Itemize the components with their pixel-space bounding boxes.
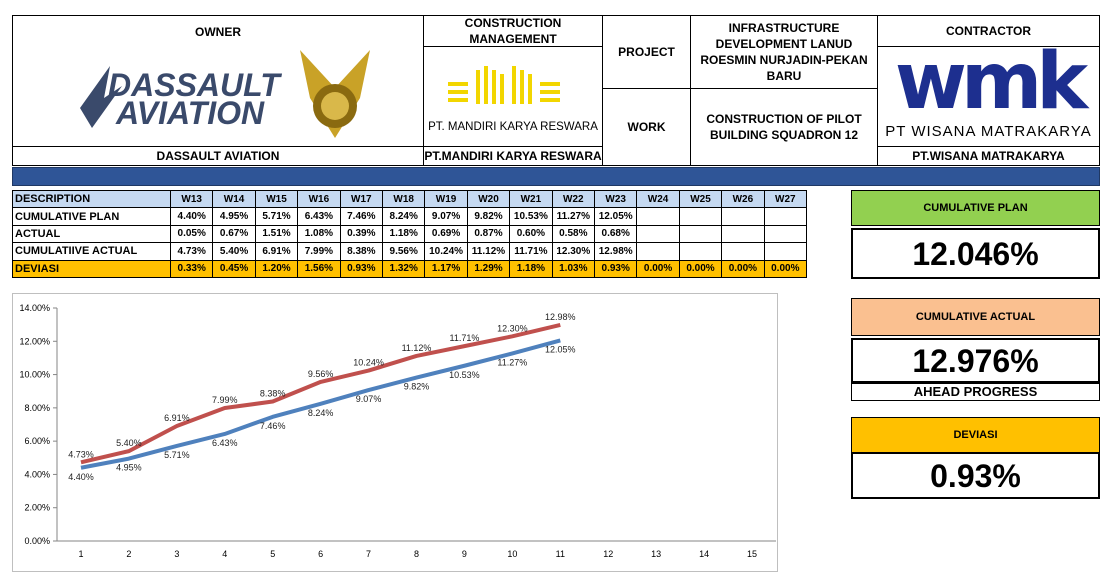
- cell: 1.56%: [297, 259, 341, 278]
- chart-frame: [12, 293, 778, 572]
- data-label: 11.71%: [450, 333, 480, 343]
- y-tick-label: 14.00%: [19, 303, 50, 313]
- x-tick-label: 7: [366, 549, 371, 559]
- data-label: 9.56%: [308, 369, 334, 379]
- owner-box: [12, 15, 424, 146]
- chart: 0.00%2.00%4.00%6.00%8.00%10.00%12.00%14.…: [19, 303, 776, 559]
- x-tick-label: 3: [174, 549, 179, 559]
- owner-label: OWNER: [195, 25, 241, 39]
- data-label: 5.71%: [164, 450, 190, 460]
- contractor-logo-text: PT WISANA MATRAKARYA: [885, 123, 1092, 140]
- x-tick-label: 4: [222, 549, 227, 559]
- data-label: 4.73%: [68, 449, 94, 459]
- y-tick-label: 6.00%: [24, 436, 50, 446]
- cm-logo-text: PT. MANDIRI KARYA RESWARA: [428, 121, 598, 133]
- row-label: CUMULATIVE PLAN: [12, 207, 171, 226]
- kpi-note: AHEAD PROGRESS: [851, 383, 1100, 401]
- owner-logos: DASSAULT AVIATION: [80, 50, 370, 138]
- x-tick-label: 13: [651, 549, 661, 559]
- x-tick-label: 8: [414, 549, 419, 559]
- y-tick-label: 2.00%: [24, 503, 50, 513]
- data-label: 5.40%: [116, 438, 142, 448]
- band: [12, 167, 1100, 186]
- kpi-title: CUMULATIVE PLAN: [851, 190, 1100, 226]
- x-tick-label: 6: [318, 549, 323, 559]
- y-tick-label: 10.00%: [19, 370, 50, 380]
- kpi-value: 12.046%: [851, 228, 1100, 279]
- x-tick-label: 15: [747, 549, 757, 559]
- y-tick-label: 8.00%: [24, 403, 50, 413]
- cm-logo: [448, 66, 560, 104]
- data-label: 11.27%: [497, 357, 527, 367]
- work: CONSTRUCTION OF PILOT BUILDING SQUADRON …: [690, 88, 878, 166]
- x-tick-label: 2: [126, 549, 131, 559]
- cell: 0.33%: [170, 259, 214, 278]
- data-label: 4.40%: [68, 472, 94, 482]
- kpi-value: 12.976%: [851, 338, 1100, 383]
- x-tick-label: 9: [462, 549, 467, 559]
- kpi-title: DEVIASI: [851, 417, 1100, 453]
- cell: 0.00%: [721, 259, 765, 278]
- x-tick-label: 1: [78, 549, 83, 559]
- data-label: 12.05%: [545, 344, 576, 354]
- data-label: 4.95%: [116, 463, 142, 473]
- contractor-name: PT.WISANA MATRAKARYA: [877, 146, 1100, 166]
- data-label: 9.82%: [404, 382, 430, 392]
- series-line: [80, 338, 561, 470]
- x-tick-label: 14: [699, 549, 709, 559]
- data-label: 11.12%: [402, 343, 432, 353]
- logo-text: AVIATION: [115, 95, 265, 131]
- series-line: [80, 323, 561, 465]
- x-tick-label: 5: [270, 549, 275, 559]
- contractor-logo: wmk: [894, 37, 1088, 127]
- y-tick-label: 4.00%: [24, 469, 50, 479]
- data-label: 10.24%: [353, 358, 384, 368]
- data-label: 10.53%: [449, 370, 480, 380]
- data-label: 12.30%: [497, 323, 528, 333]
- cell: 0.00%: [763, 259, 807, 278]
- data-label: 12.98%: [545, 312, 576, 322]
- kpi-title: CUMULATIVE ACTUAL: [851, 298, 1100, 336]
- data-label: 6.43%: [212, 438, 238, 448]
- x-tick-label: 11: [556, 549, 565, 559]
- x-tick-label: 12: [603, 549, 613, 559]
- y-tick-label: 12.00%: [19, 336, 50, 346]
- data-label: 8.38%: [260, 389, 286, 399]
- data-label: 7.46%: [260, 421, 286, 431]
- logo-text: DASSAULT: [108, 67, 282, 103]
- cm-label: CONSTRUCTION MANAGEMENT: [423, 15, 603, 47]
- cell: 0.00%: [636, 259, 680, 278]
- kpi-value: 0.93%: [851, 452, 1100, 499]
- data-label: 8.24%: [308, 408, 334, 418]
- y-tick-label: 0.00%: [24, 536, 50, 546]
- contractor-label: CONTRACTOR: [877, 15, 1100, 47]
- header-cell: DESCRIPTION: [12, 190, 171, 209]
- data-label: 7.99%: [212, 395, 238, 405]
- x-tick-label: 10: [507, 549, 517, 559]
- data-label: 6.91%: [164, 413, 190, 423]
- project: INFRASTRUCTURE DEVELOPMENT LANUD ROESMIN…: [690, 15, 878, 89]
- data-label: 9.07%: [356, 394, 382, 404]
